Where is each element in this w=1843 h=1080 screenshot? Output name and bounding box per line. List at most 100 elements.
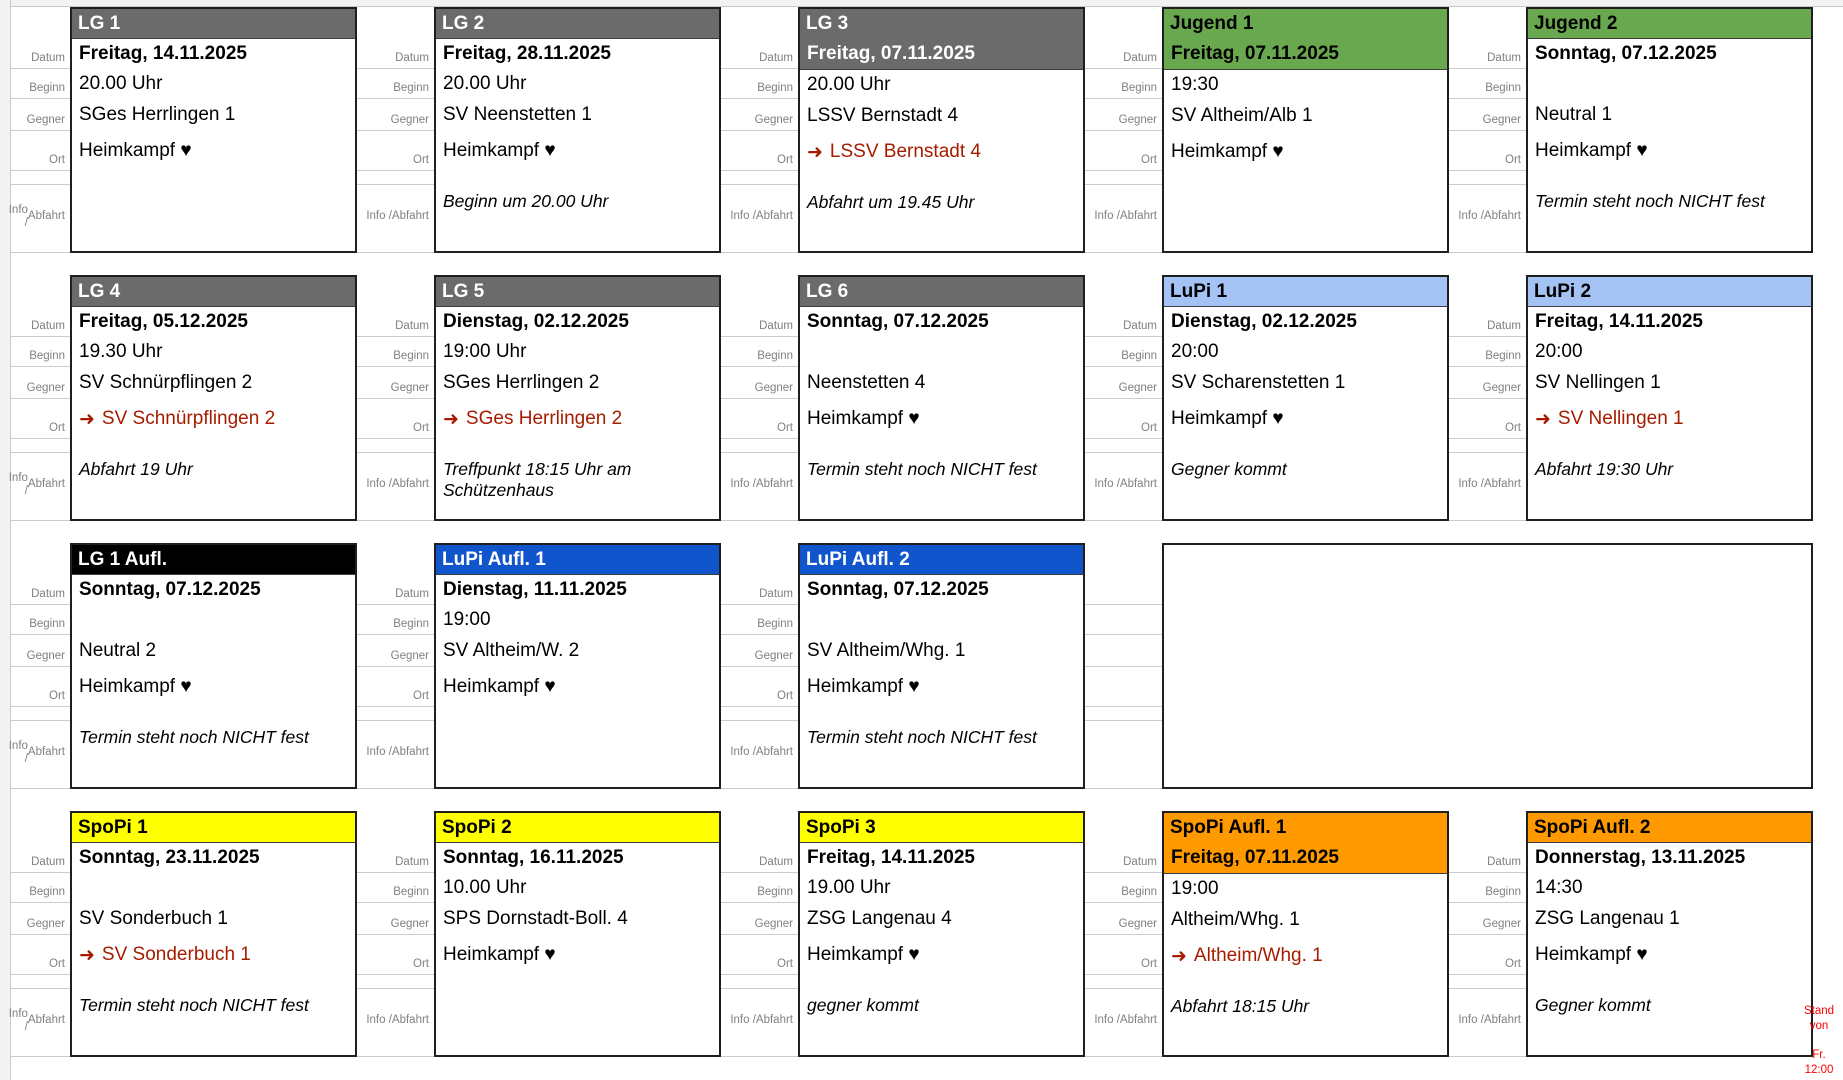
- row-label-datum: Datum: [357, 39, 434, 69]
- schedule-row: Datum Beginn Gegner Ort Info / Abfahrt LG 4 Fre…: [8, 275, 1813, 521]
- row-label-info-abfahrt: Info / Abfahrt: [357, 721, 434, 789]
- row-label-column: Datum Beginn Gegner Ort Info / Abfahrt: [721, 543, 798, 789]
- row-label-info-line2: Abfahrt: [27, 210, 65, 223]
- gegner-value: LSSV Bernstadt 4: [807, 105, 959, 126]
- row-label-ort: Ort: [1085, 131, 1162, 171]
- row-label-info-line1: Info /: [730, 210, 756, 223]
- label-header-spacer: [11, 545, 70, 575]
- info-abfahrt-value: [72, 185, 355, 251]
- row-label-beginn: Beginn: [721, 873, 798, 903]
- match-card-unit: Datum Beginn Gegner Ort Info / Abfahrt LG 6 Son…: [721, 275, 1085, 521]
- datum-value: Sonntag, 07.12.2025: [807, 311, 989, 332]
- info-abfahrt-value: [436, 721, 719, 787]
- info-abfahrt-value: Treffpunkt 18:15 Uhr am Schützenhaus: [443, 459, 632, 500]
- card-title: Jugend 1: [1170, 13, 1254, 34]
- row-label-info-line1: Info /: [1094, 210, 1120, 223]
- match-card-unit: Datum Beginn Gegner Ort Info / Abfahrt LG 1 Fre…: [9, 7, 357, 253]
- row-label-ort: Ort: [357, 667, 434, 707]
- row-label-beginn: [1085, 605, 1162, 635]
- row-label-info-abfahrt: Info / Abfahrt: [9, 185, 70, 253]
- label-row-spacer: [11, 171, 70, 185]
- ort-value: Heimkampf ♥: [800, 667, 1083, 707]
- gegner-value: SGes Herrlingen 2: [443, 372, 600, 393]
- gegner-value: SPS Dornstadt-Boll. 4: [443, 908, 628, 929]
- row-label-info-line1: Info /: [8, 739, 28, 765]
- datum-value: Freitag, 14.11.2025: [79, 43, 247, 64]
- match-card: LG 4 Freitag, 05.12.2025 19.30 Uhr SV Schnü…: [70, 275, 357, 521]
- row-label-gegner: Gegner: [357, 99, 434, 131]
- row-label-ort: Ort: [1449, 131, 1526, 171]
- match-card: LuPi 2 Freitag, 14.11.2025 20:00 SV Nelling…: [1526, 275, 1813, 521]
- schedule-grid: Datum Beginn Gegner Ort Info / Abfahrt LG 1 Fre…: [8, 7, 1813, 1057]
- stand-note-gap: [1796, 1034, 1842, 1048]
- row-label-datum: Datum: [1085, 843, 1162, 873]
- row-label-beginn: Beginn: [11, 605, 70, 635]
- match-card: LG 5 Dienstag, 02.12.2025 19:00 Uhr SGes He…: [434, 275, 721, 521]
- row-label-gegner: Gegner: [1449, 367, 1526, 399]
- datum-value: Dienstag, 02.12.2025: [443, 311, 629, 332]
- ort-away-text: SV Nellingen 1: [1557, 408, 1684, 429]
- datum-value: Sonntag, 07.12.2025: [1535, 43, 1717, 64]
- row-label-datum: Datum: [1449, 843, 1526, 873]
- match-card: LG 2 Freitag, 28.11.2025 20.00 Uhr SV Neens…: [434, 7, 721, 253]
- card-header: SpoPi Aufl. 2: [1528, 813, 1811, 843]
- datum-value: Sonntag, 07.12.2025: [807, 579, 989, 600]
- info-abfahrt-value: Abfahrt 19 Uhr: [79, 459, 193, 479]
- info-abfahrt-value: Termin steht noch NICHT fest: [79, 995, 309, 1015]
- label-header-spacer: [357, 277, 434, 307]
- row-label-beginn: Beginn: [1449, 337, 1526, 367]
- row-label-beginn: Beginn: [357, 69, 434, 99]
- row-label-info-line1: Info /: [8, 471, 28, 497]
- info-abfahrt-value: Termin steht noch NICHT fest: [807, 727, 1037, 747]
- row-label-info-line2: Abfahrt: [1483, 1014, 1521, 1027]
- row-label-ort: Ort: [1085, 935, 1162, 975]
- row-label-column: Datum Beginn Gegner Ort Info / Abfahrt: [1085, 811, 1162, 1057]
- beginn-value: 20.00 Uhr: [79, 73, 163, 94]
- ort-value: Heimkampf ♥: [436, 131, 719, 171]
- row-label-beginn: Beginn: [721, 337, 798, 367]
- info-abfahrt-value: Gegner kommt: [1535, 995, 1651, 1015]
- label-header-spacer: [357, 9, 434, 39]
- match-card-unit: Datum Beginn Gegner Ort Info / Abfahrt SpoPi A…: [1449, 811, 1813, 1057]
- row-label-info-abfahrt: Info / Abfahrt: [1449, 989, 1526, 1057]
- ort-value: ➜ SGes Herrlingen 2: [436, 399, 719, 439]
- row-label-column: Datum Beginn Gegner Ort Info / Abfahrt: [721, 811, 798, 1057]
- row-label-datum: Datum: [721, 843, 798, 873]
- away-arrow-icon: ➜: [1171, 945, 1187, 967]
- label-header-spacer: [11, 9, 70, 39]
- stand-note-line: Fr.: [1812, 1049, 1826, 1062]
- datum-value: Dienstag, 02.12.2025: [1171, 311, 1357, 332]
- match-card: Jugend 1 Freitag, 07.11.2025 19:30 SV Althe…: [1162, 7, 1449, 253]
- match-card-unit: Datum Beginn Gegner Ort Info / Abfahrt Jugend …: [1085, 7, 1449, 253]
- row-label-info-line2: Abfahrt: [1483, 478, 1521, 491]
- datum-value: Freitag, 14.11.2025: [807, 847, 975, 868]
- card-header: LG 4: [72, 277, 355, 307]
- row-label-ort: Ort: [721, 935, 798, 975]
- match-card: SpoPi 2 Sonntag, 16.11.2025 10.00 Uhr SPS D…: [434, 811, 721, 1057]
- match-card-unit: Datum Beginn Gegner Ort Info / Abfahrt LG 2 Fre…: [357, 7, 721, 253]
- ort-home-text: Heimkampf ♥: [1535, 140, 1648, 161]
- label-row-spacer: [11, 439, 70, 453]
- label-row-spacer: [1085, 439, 1162, 453]
- ort-home-text: Heimkampf ♥: [807, 944, 920, 965]
- beginn-value: 20:00: [1171, 341, 1219, 362]
- row-label-info-abfahrt: Info / Abfahrt: [1085, 185, 1162, 253]
- label-row-spacer: [357, 171, 434, 185]
- row-label-info-line1: Info /: [730, 746, 756, 759]
- card-header: LuPi 2: [1528, 277, 1811, 307]
- row-spacer: [1164, 439, 1447, 453]
- card-title: SpoPi Aufl. 1: [1170, 817, 1287, 838]
- row-label-beginn: Beginn: [357, 873, 434, 903]
- row-label-info-line1: Info /: [730, 478, 756, 491]
- ort-value: Heimkampf ♥: [1164, 132, 1447, 172]
- ort-home-text: Heimkampf ♥: [807, 408, 920, 429]
- ort-home-text: Heimkampf ♥: [443, 676, 556, 697]
- row-label-beginn: Beginn: [1085, 873, 1162, 903]
- ort-value: Heimkampf ♥: [1164, 399, 1447, 439]
- row-label-info-line1: Info /: [1094, 478, 1120, 491]
- card-title: LG 3: [806, 13, 849, 34]
- match-card: LuPi Aufl. 2 Sonntag, 07.12.2025 SV Althei…: [798, 543, 1085, 789]
- row-spacer: [436, 975, 719, 989]
- beginn-value: 20:00: [1535, 341, 1583, 362]
